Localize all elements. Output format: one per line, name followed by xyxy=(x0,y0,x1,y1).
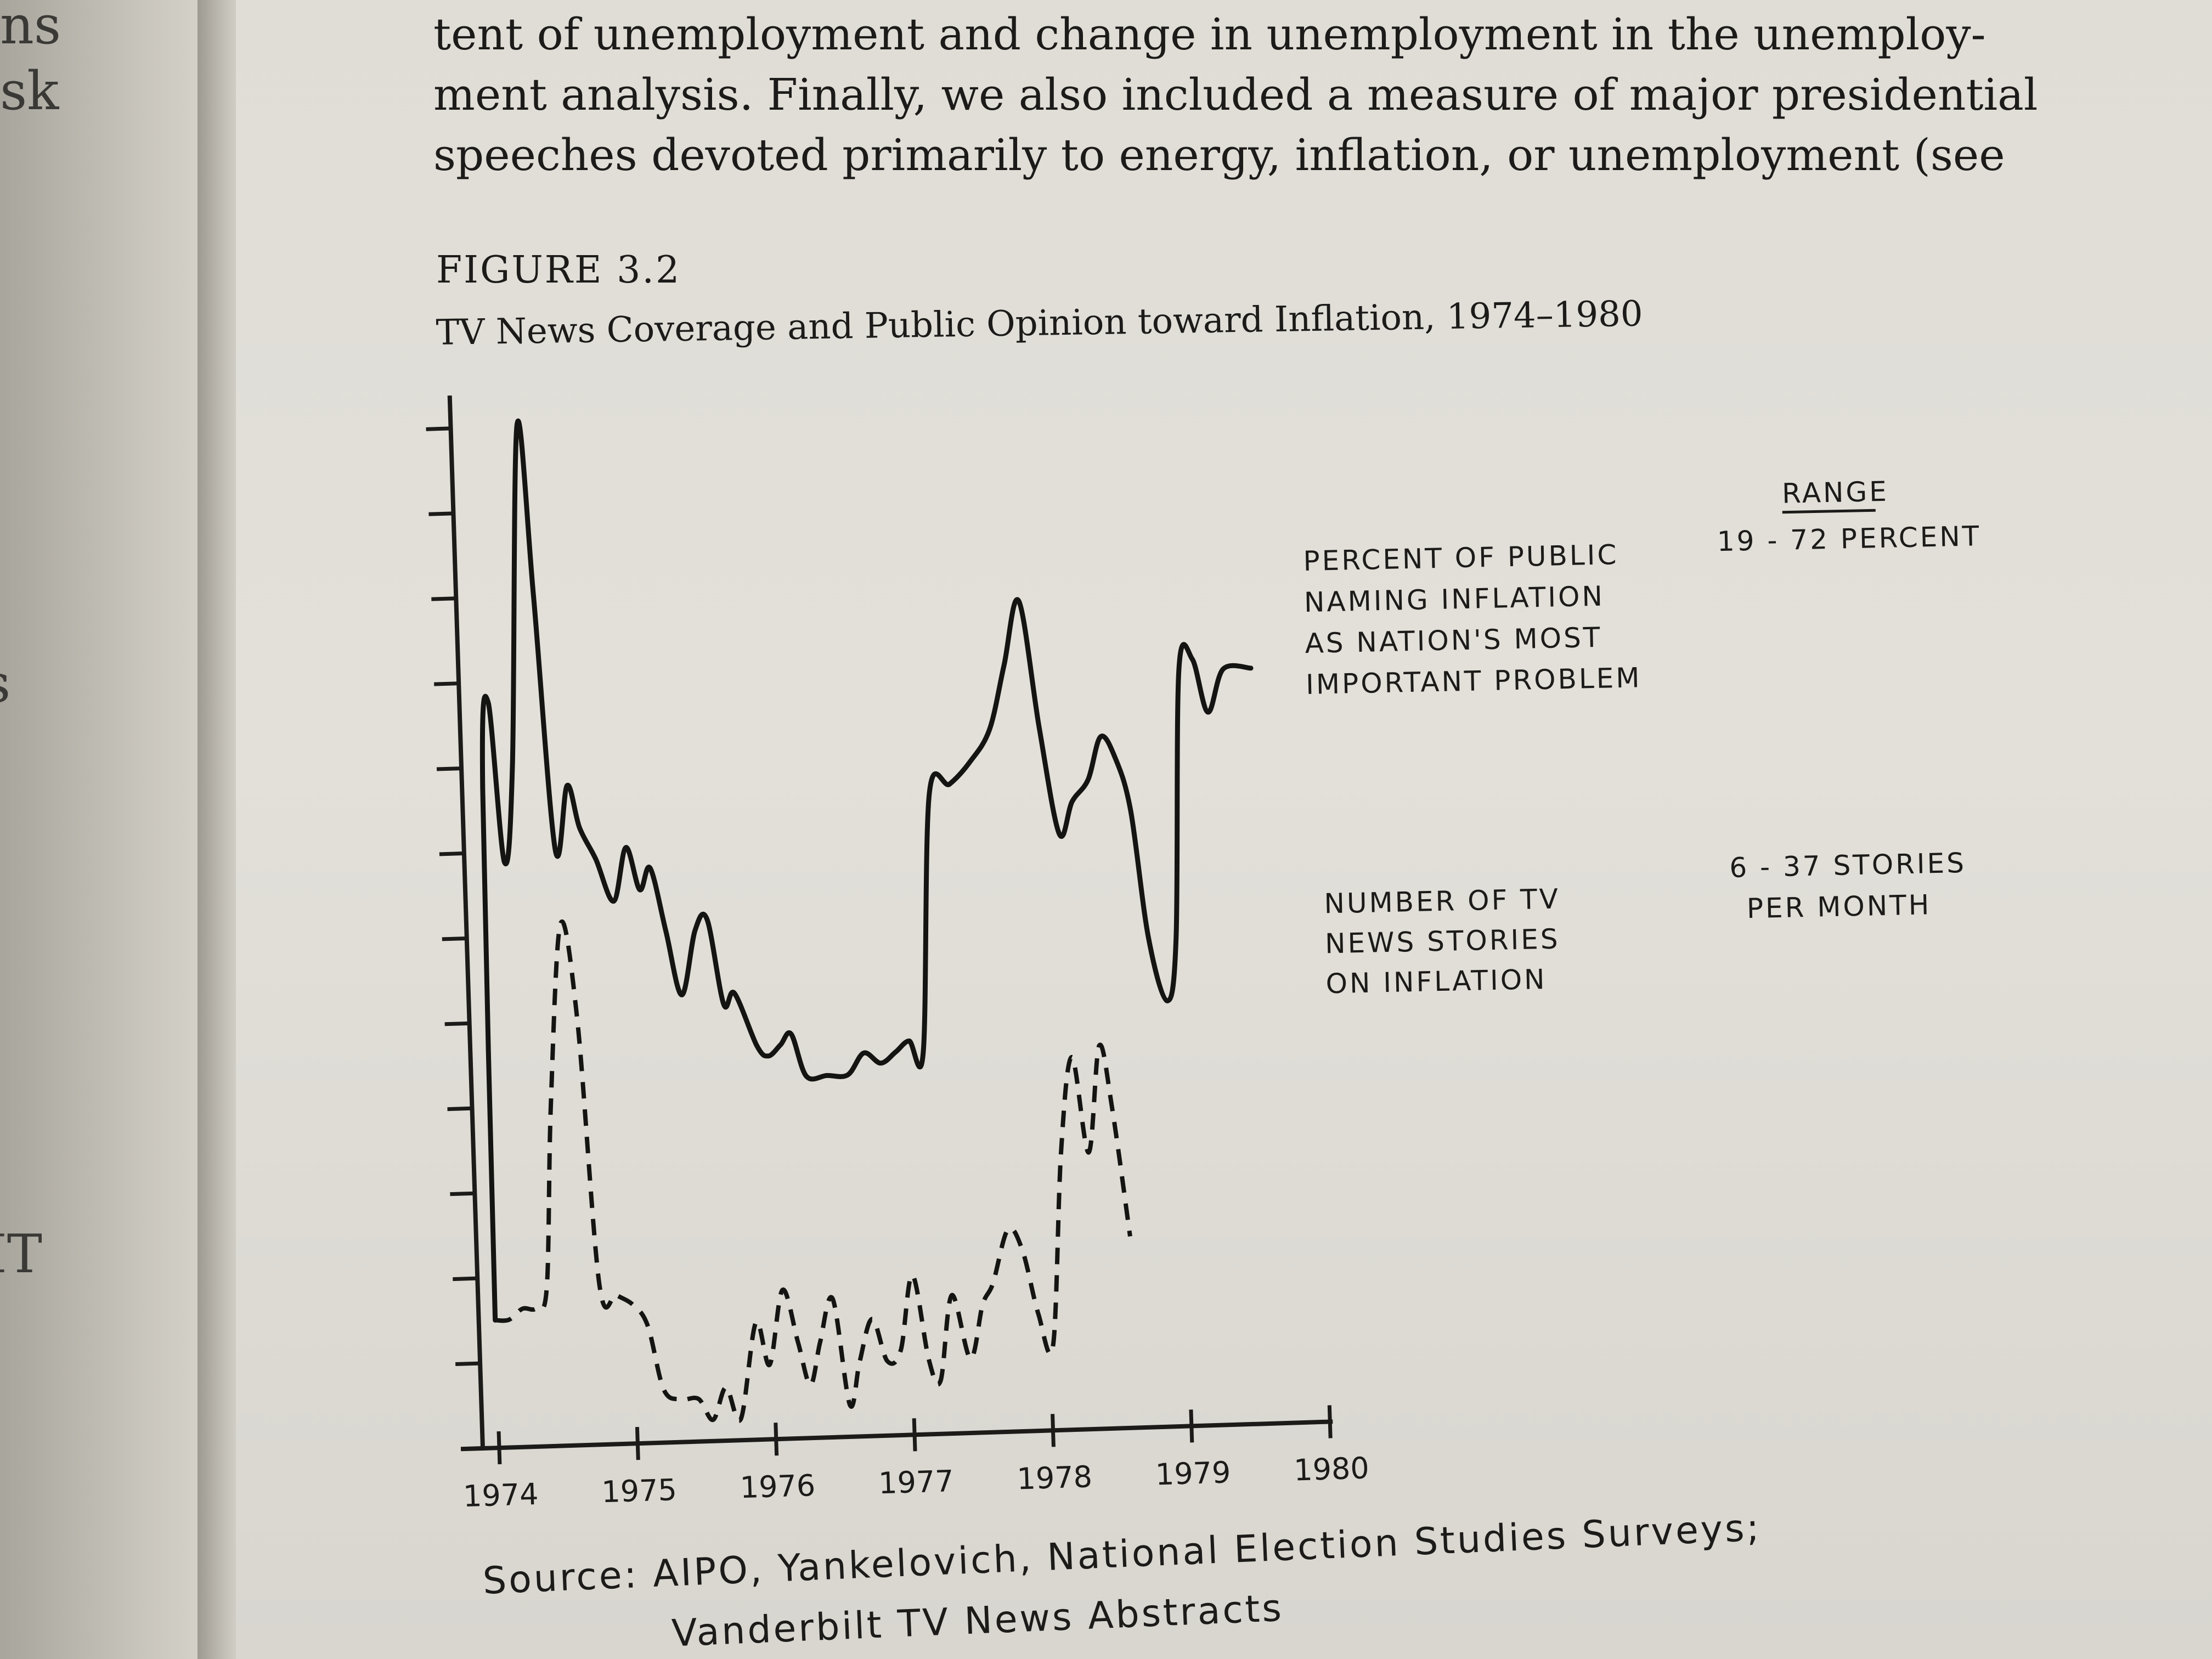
left-page: ns sk s IT xyxy=(0,0,208,1659)
series-annotations: PERCENT OF PUBLIC NAMING INFLATION AS NA… xyxy=(1303,476,1982,1000)
series-label-line: ON INFLATION xyxy=(1325,963,1547,1000)
x-tick-label: 1975 xyxy=(601,1472,677,1509)
series-line-tv-stories xyxy=(495,919,1132,1423)
x-tick-label: 1977 xyxy=(878,1464,954,1500)
series-label-line: PERCENT OF PUBLIC xyxy=(1303,539,1619,577)
body-text-line: ment analysis. Finally, we also included… xyxy=(433,69,2038,120)
chart-area: 1974 1975 1976 1977 1978 1979 1980 xyxy=(426,395,1370,1514)
y-tick xyxy=(450,1191,475,1197)
series-label-line: AS NATION'S MOST xyxy=(1305,622,1602,659)
range-value: 6 - 37 STORIES xyxy=(1729,847,1967,884)
body-text-line: tent of unemployment and change in unemp… xyxy=(433,9,1986,60)
range-header-underline xyxy=(1782,509,1876,514)
source-note: Source: AIPO, Yankelovich, National Elec… xyxy=(482,1506,1762,1656)
page-figure-svg: tent of unemployment and change in unemp… xyxy=(426,9,2038,1656)
figure-title: TV News Coverage and Public Opinion towa… xyxy=(436,294,1643,353)
series-label-line: NUMBER OF TV xyxy=(1324,883,1561,919)
margin-fragment: sk xyxy=(0,60,59,122)
source-line: Source: AIPO, Yankelovich, National Elec… xyxy=(482,1506,1762,1603)
right-page: tent of unemployment and change in unemp… xyxy=(236,0,2212,1659)
x-tick xyxy=(774,1423,779,1456)
y-tick xyxy=(426,426,451,431)
series-label-line: IMPORTANT PROBLEM xyxy=(1306,662,1642,701)
x-tick-label: 1980 xyxy=(1293,1451,1369,1487)
margin-fragment: ns xyxy=(0,0,61,56)
x-tick xyxy=(912,1418,917,1452)
range-value: 19 - 72 PERCENT xyxy=(1717,520,1982,557)
x-tick xyxy=(1051,1414,1056,1447)
series-label-line: NEWS STORIES xyxy=(1324,923,1560,960)
figure-label: FIGURE 3.2 xyxy=(436,249,681,292)
y-ticks xyxy=(426,426,481,1366)
x-tick xyxy=(635,1427,640,1460)
margin-fragment: s xyxy=(0,653,10,714)
series-line-public-opinion xyxy=(479,418,1254,1323)
x-axis xyxy=(460,1419,1333,1452)
y-tick xyxy=(447,1106,472,1111)
range-header: RANGE xyxy=(1781,476,1889,510)
x-tick xyxy=(496,1431,502,1465)
x-tick-label: 1974 xyxy=(462,1477,539,1514)
y-tick xyxy=(442,936,467,941)
x-tick-label: 1976 xyxy=(740,1468,816,1505)
y-tick xyxy=(444,1021,470,1026)
x-tick-label: 1979 xyxy=(1155,1455,1231,1492)
margin-fragment: IT xyxy=(0,1223,42,1285)
source-line: Vanderbilt TV News Abstracts xyxy=(671,1587,1284,1656)
y-tick xyxy=(453,1276,478,1282)
x-tick xyxy=(1327,1405,1333,1438)
y-tick xyxy=(455,1361,481,1366)
series-label-line: NAMING INFLATION xyxy=(1304,580,1605,618)
range-value: PER MONTH xyxy=(1746,889,1932,924)
x-ticks: 1974 1975 1976 1977 1978 1979 1980 xyxy=(462,1405,1370,1514)
body-text-line: speeches devoted primarily to energy, in… xyxy=(433,129,2005,180)
x-tick-label: 1978 xyxy=(1017,1459,1093,1496)
y-axis xyxy=(447,395,485,1449)
x-tick xyxy=(1189,1409,1194,1443)
